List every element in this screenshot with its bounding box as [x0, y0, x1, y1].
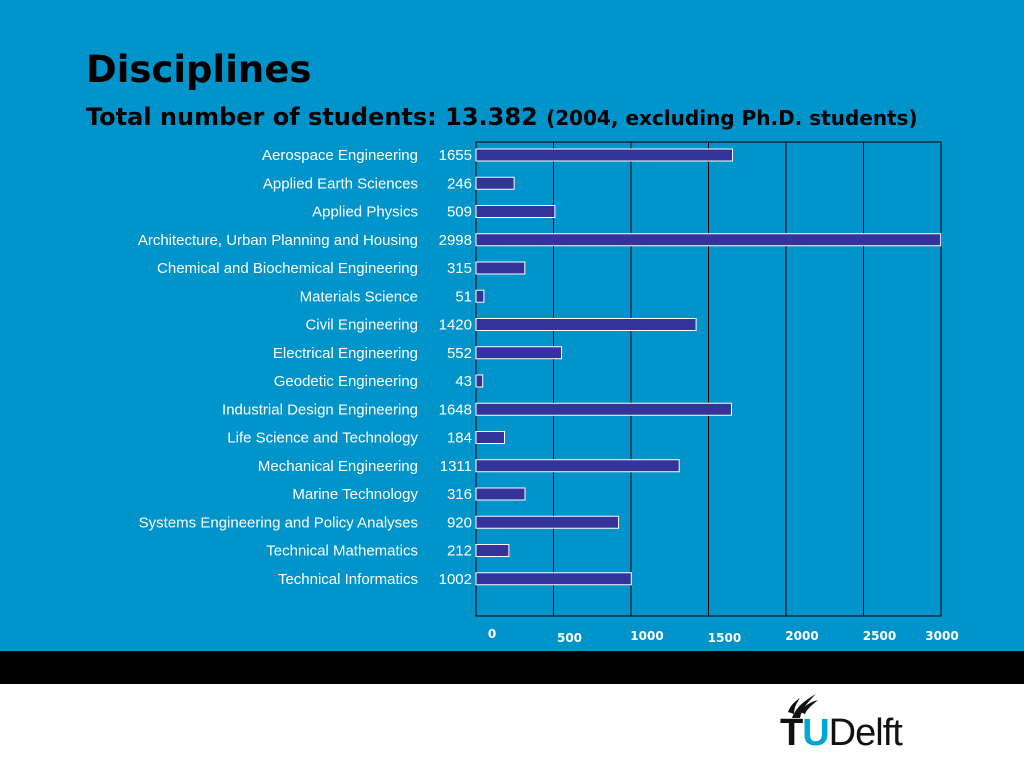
bar-chart: 0 500 1000 1500 2000 2500 3000 Aerospace Engine… — [138, 141, 959, 645]
category-label: Chemical and Biochemical Engineering — [157, 260, 418, 277]
bar — [475, 148, 734, 162]
value-label: 2998 — [439, 232, 472, 249]
bar — [475, 487, 526, 501]
category-label: Applied Earth Sciences — [263, 175, 418, 192]
bar — [475, 318, 697, 331]
slide-subtitle: Total number of students: 13.382 (2004, … — [86, 103, 918, 131]
category-label: Geodetic Engineering — [274, 373, 418, 390]
value-label: 316 — [447, 486, 472, 503]
subtitle-main: Total number of students: 13.382 — [86, 103, 538, 131]
category-label: Mechanical Engineering — [258, 458, 418, 475]
category-label: Architecture, Urban Planning and Housing — [138, 232, 418, 249]
category-label: Materials Science — [300, 288, 418, 305]
value-label: 1420 — [439, 317, 472, 334]
x-tick-label: 0 — [488, 627, 496, 641]
value-label: 212 — [447, 543, 472, 560]
bar — [475, 205, 556, 218]
x-tick-label: 1000 — [630, 629, 663, 643]
value-label: 920 — [447, 514, 472, 531]
x-tick-label: 2500 — [863, 629, 896, 643]
value-label: 246 — [447, 175, 472, 192]
bar — [475, 402, 732, 416]
flame-icon — [788, 694, 818, 718]
category-label: Industrial Design Engineering — [222, 401, 418, 418]
logo-delft: Delft — [828, 712, 903, 754]
category-label: Aerospace Engineering — [262, 147, 418, 164]
value-label: 509 — [447, 204, 472, 221]
value-label: 43 — [455, 373, 472, 390]
value-label: 1648 — [439, 401, 472, 418]
bar — [475, 431, 506, 444]
footer — [0, 684, 1024, 768]
value-label: 1002 — [439, 571, 472, 588]
bar — [475, 515, 620, 529]
bar — [475, 233, 942, 247]
value-label: 1311 — [440, 458, 472, 475]
x-tick-label: 500 — [557, 631, 582, 645]
logo-t: T — [780, 712, 803, 754]
slide-title: Disciplines — [86, 48, 312, 91]
category-label: Applied Physics — [312, 204, 418, 221]
value-label: 51 — [455, 288, 472, 305]
bar — [475, 261, 526, 275]
black-band — [0, 651, 1024, 684]
category-label: Life Science and Technology — [227, 430, 418, 447]
value-label: 315 — [447, 260, 472, 277]
subtitle-note: (2004, excluding Ph.D. students) — [546, 106, 918, 130]
x-tick-label: 2000 — [785, 629, 818, 643]
bar — [475, 176, 515, 190]
x-tick-label: 3000 — [925, 629, 958, 643]
value-label: 184 — [447, 430, 472, 447]
category-label: Electrical Engineering — [273, 345, 418, 362]
x-tick-label: 1500 — [708, 631, 741, 645]
bar — [475, 374, 484, 388]
category-label: Systems Engineering and Policy Analyses — [139, 514, 418, 531]
value-label: 1655 — [439, 147, 472, 164]
category-label: Marine Technology — [292, 486, 418, 503]
bar — [475, 459, 680, 473]
category-label: Civil Engineering — [305, 317, 418, 334]
category-label: Technical Informatics — [278, 571, 418, 588]
logo-u: U — [802, 712, 829, 754]
bar — [475, 544, 510, 557]
bar — [475, 572, 632, 586]
bar — [475, 346, 563, 360]
logo-wordmark: TUDelft — [780, 712, 903, 755]
tu-delft-logo: TUDelft — [780, 690, 950, 760]
value-label: 552 — [447, 345, 472, 362]
bar — [475, 289, 485, 303]
category-label: Technical Mathematics — [266, 543, 418, 560]
